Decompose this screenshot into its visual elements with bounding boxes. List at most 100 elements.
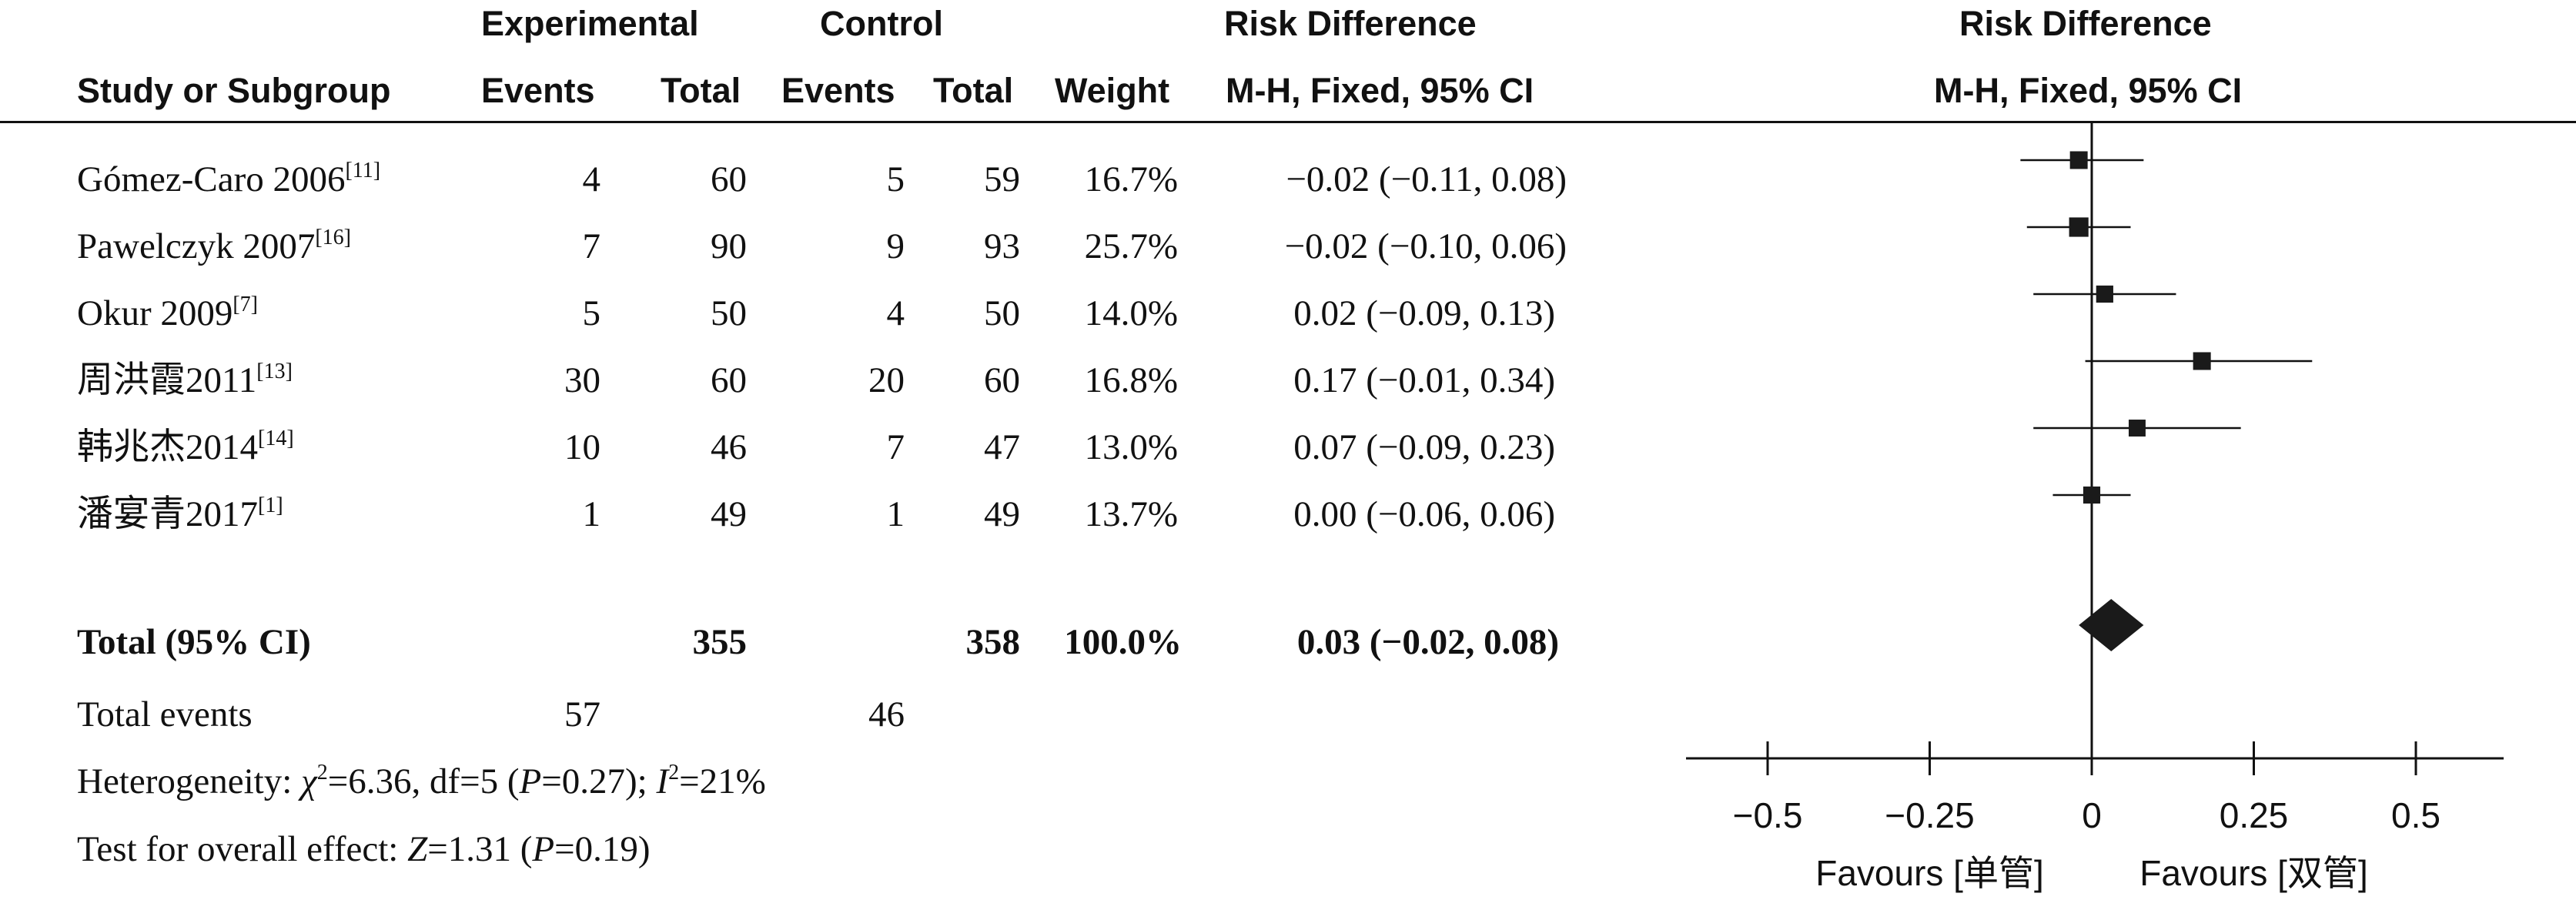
weight: 25.7% [1084,226,1178,266]
ctl-total: 50 [984,293,1020,333]
study-ref: [13] [256,360,293,383]
total-events-exp: 57 [564,694,601,734]
weight: 16.7% [1084,159,1178,199]
overall-effect-prefix: Test for overall effect: [77,829,408,869]
ctl-events: 9 [886,226,905,266]
exp-events: 10 [564,427,601,467]
point-estimate-square [2096,285,2113,303]
chi-value: =6.36, df=5 ( [327,761,520,801]
overall-p-symbol: P [532,829,555,869]
ctl-total: 49 [984,494,1020,534]
study-name: Gómez-Caro 2006[11] [77,159,381,199]
total-weight: 100.0% [1064,622,1182,662]
exp-events: 5 [582,293,601,333]
i-symbol: I [656,761,669,801]
ctl-total: 47 [984,427,1020,467]
z-symbol: Z [407,829,428,869]
point-estimate-square [2083,486,2101,504]
heterogeneity-text: Heterogeneity: χ2=6.36, df=5 (P=0.27); I… [77,761,766,801]
ctl-total: 93 [984,226,1020,266]
exp-total: 46 [711,427,747,467]
point-estimate-square [2069,151,2088,169]
ci-text: 0.17 (−0.01, 0.34) [1293,360,1555,400]
header-method-right: M-H, Fixed, 95% CI [1934,71,2243,110]
ci-text: −0.02 (−0.11, 0.08) [1286,159,1567,199]
study-name: 周洪霞2011[13] [77,360,293,400]
header-exp-events: Events [481,71,595,110]
total-events-ctl: 46 [868,694,905,734]
i-sup: 2 [668,761,680,785]
p-symbol: P [519,761,542,801]
p-value: =0.27); [541,761,657,801]
study-ref: [16] [315,226,351,249]
heterogeneity-prefix: Heterogeneity: [77,761,302,801]
ctl-events: 7 [886,427,905,467]
z-value: =1.31 ( [427,829,533,869]
total-events-label: Total events [77,694,253,734]
header-rule [0,121,2576,123]
header-control: Control [820,4,943,43]
ci-text: 0.00 (−0.06, 0.06) [1293,494,1555,534]
header-weight: Weight [1055,71,1170,110]
header-method-left: M-H, Fixed, 95% CI [1226,71,1534,110]
study-name: Okur 2009[7] [77,293,258,333]
ctl-events: 4 [886,293,905,333]
total-label: Total (95% CI) [77,622,311,662]
weight: 13.0% [1084,427,1178,467]
x-tick-label: −0.25 [1885,795,1974,835]
ci-text: −0.02 (−0.10, 0.06) [1284,226,1567,266]
study-ref: [14] [258,427,294,450]
exp-total: 90 [711,226,747,266]
overall-effect-text: Test for overall effect: Z=1.31 (P=0.19) [77,831,651,868]
weight: 13.7% [1084,494,1178,534]
ci-text: 0.07 (−0.09, 0.23) [1293,427,1555,467]
total-ci-text: 0.03 (−0.02, 0.08) [1296,622,1559,662]
ctl-total: 59 [984,159,1020,199]
total-exp-total: 355 [692,622,748,662]
study-name-text: 潘宴青2017 [77,494,258,534]
x-tick-label: 0.5 [2391,795,2441,835]
total-ctl-total: 358 [965,622,1021,662]
study-name-text: Pawelczyk 2007 [77,226,316,266]
chi-sup: 2 [316,761,328,785]
i-value: =21% [679,761,766,801]
study-name-text: Okur 2009 [77,293,233,333]
study-name-text: 韩兆杰2014 [77,427,258,467]
point-estimate-square [2193,352,2211,370]
study-name-text: 周洪霞2011 [77,360,257,400]
x-tick-label: 0.25 [2220,795,2289,835]
overall-p-value: =0.19) [554,829,651,869]
exp-events: 1 [582,494,601,534]
header-study: Study or Subgroup [77,71,391,110]
study-name-text: Gómez-Caro 2006 [77,159,346,199]
header-experimental: Experimental [481,4,699,43]
study-ref: [1] [258,493,283,517]
exp-events: 7 [582,226,601,266]
exp-total: 60 [711,360,747,400]
overall-diamond [2079,599,2144,651]
x-tick-label: −0.5 [1733,795,1803,835]
header-risk-difference-left: Risk Difference [1224,4,1477,43]
exp-total: 60 [711,159,747,199]
study-ref: [11] [345,159,381,182]
exp-events: 30 [564,360,601,400]
study-name: Pawelczyk 2007[16] [77,226,351,266]
favours-left-label: Favours [单管] [1815,853,2044,893]
study-name: 韩兆杰2014[14] [77,427,294,467]
ctl-total: 60 [984,360,1020,400]
favours-right-label: Favours [双管] [2139,853,2368,893]
weight: 14.0% [1084,293,1178,333]
weight: 16.8% [1084,360,1178,400]
exp-total: 50 [711,293,747,333]
ctl-events: 1 [886,494,905,534]
ci-text: 0.02 (−0.09, 0.13) [1293,293,1555,333]
point-estimate-square [2069,217,2089,237]
exp-total: 49 [711,494,747,534]
header-exp-total: Total [661,71,741,110]
ctl-events: 20 [868,360,905,400]
ctl-events: 5 [886,159,905,199]
x-tick-label: 0 [2082,795,2102,835]
header-ctl-total: Total [933,71,1014,110]
exp-events: 4 [582,159,601,199]
